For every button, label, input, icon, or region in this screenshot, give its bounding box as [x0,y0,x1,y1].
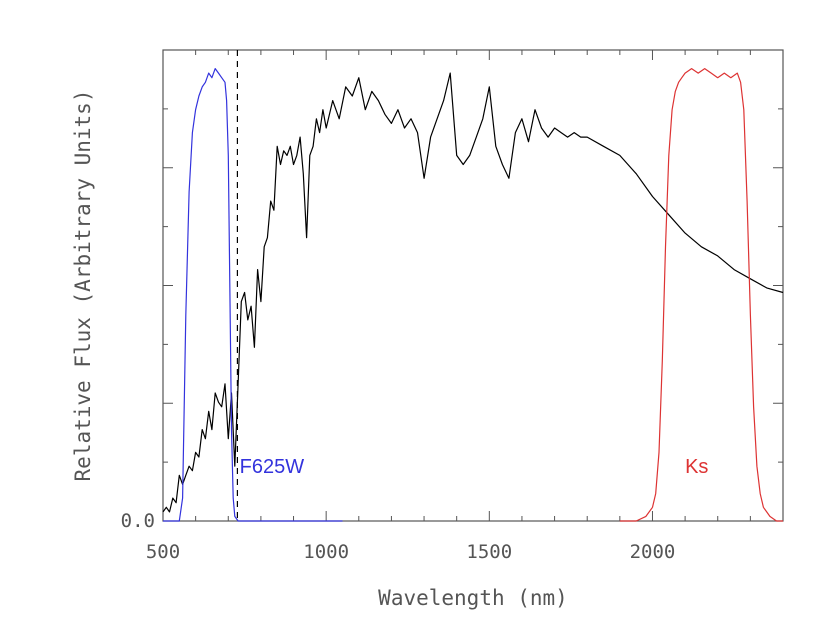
annotation-f625w: F625W [240,456,305,478]
annotation-ks: Ks [685,456,708,478]
series-line-1 [163,67,343,522]
series-line-0 [162,72,784,513]
y-tick-label: 0.0 [121,510,155,532]
x-axis-title: Wavelength (nm) [378,586,568,610]
plot-area: F625W Ks [162,49,784,522]
x-tick-label: 500 [146,541,180,563]
tick-labels: 500 1000 1500 2000 0.0 [121,510,676,563]
x-tick-label: 2000 [630,541,676,563]
plot-frame [162,49,784,522]
series-line-2 [619,67,783,522]
y-axis-title: Relative Flux (Arbitrary Units) [71,90,95,482]
annotations: F625W Ks [240,456,709,478]
series-layer [162,67,784,522]
tick-marks [162,49,784,522]
x-tick-label: 1000 [303,541,349,563]
x-tick-label: 1500 [466,541,512,563]
